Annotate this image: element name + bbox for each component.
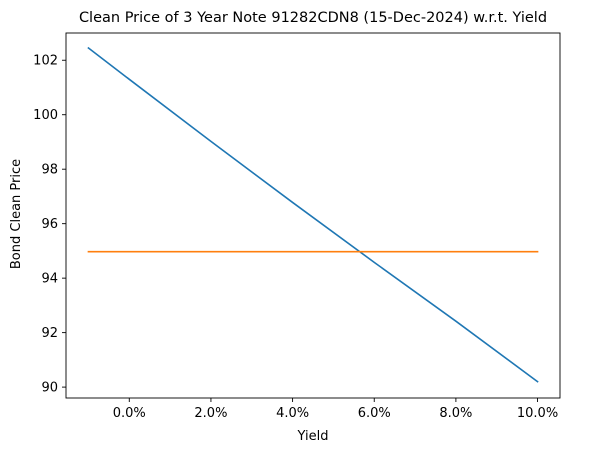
y-tick-label: 96 [41,217,58,232]
x-tick-label: 10.0% [517,406,558,421]
x-tick-label: 0.0% [113,406,146,421]
chart-title: Clean Price of 3 Year Note 91282CDN8 (15… [79,10,547,26]
y-tick-label: 100 [33,108,58,123]
y-tick-label: 94 [41,272,58,287]
plot-frame [65,32,561,399]
y-tick-label: 90 [41,381,58,396]
series-layer [87,46,539,383]
x-tick-label: 4.0% [276,406,309,421]
x-tick-label: 6.0% [358,406,391,421]
x-tick-label: 8.0% [439,406,472,421]
axes-layer: 0.0% 2.0% 4.0% 6.0% 8.0% 10.0% 90 92 94 96 98 100 10… [33,32,561,421]
y-tick-label: 102 [33,54,58,69]
x-axis-label: Yield [297,429,329,444]
y-tick-label: 92 [41,326,58,341]
x-tick-label: 2.0% [194,406,227,421]
y-tick-label: 98 [41,163,58,178]
series-line-0 [87,46,539,383]
y-axis-label: Bond Clean Price [9,159,24,269]
